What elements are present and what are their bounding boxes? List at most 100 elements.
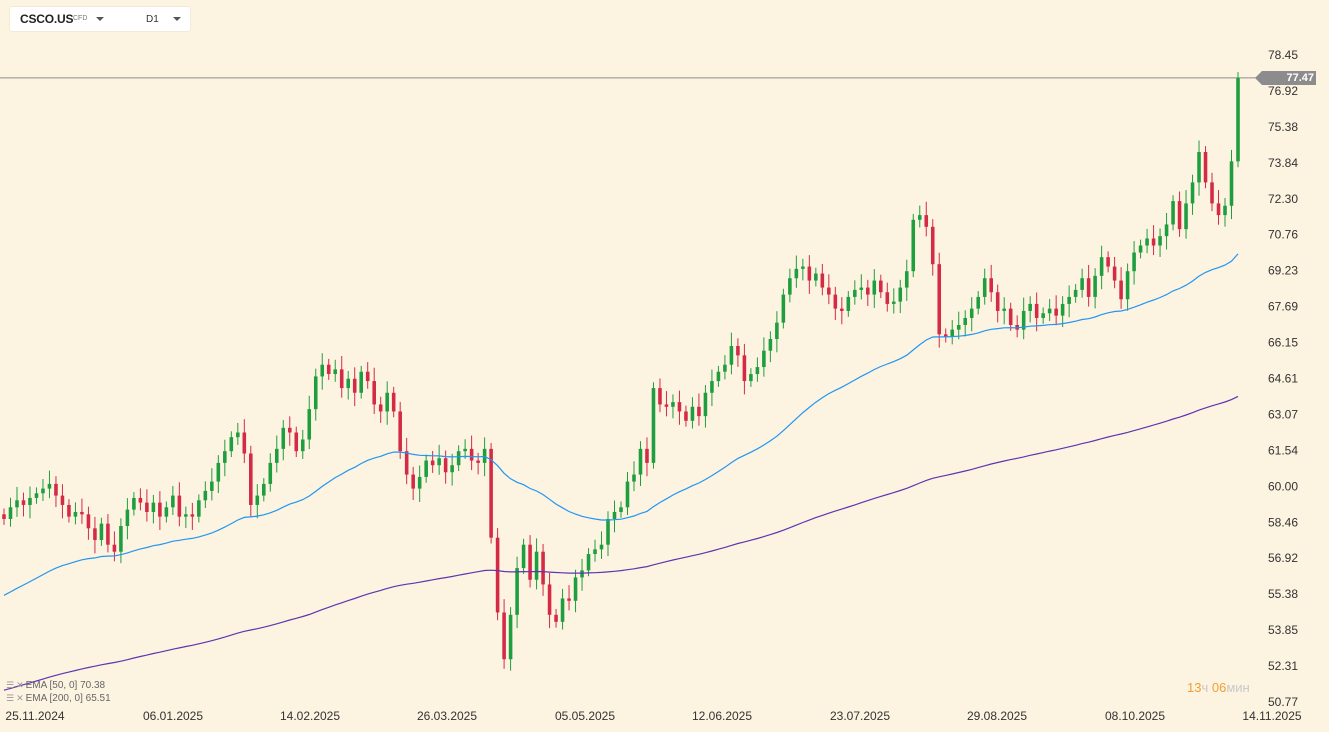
candle — [346, 371, 351, 400]
symbol-dropdown-icon[interactable] — [96, 17, 104, 21]
candle — [1184, 190, 1188, 239]
timer-minutes: 06 — [1211, 680, 1227, 695]
candle-body — [313, 376, 318, 410]
candle-body — [995, 292, 1000, 311]
candle — [950, 320, 955, 345]
candle-body — [950, 329, 955, 337]
candle-body — [346, 378, 351, 389]
candle — [1210, 172, 1214, 212]
candle — [1197, 140, 1201, 196]
close-icon[interactable]: ✕ — [16, 693, 24, 703]
candle — [80, 498, 84, 524]
y-tick-label: 61.54 — [1268, 443, 1298, 457]
candle — [1158, 228, 1162, 257]
symbol-selector[interactable]: CSCO.US CFD D1 — [10, 7, 190, 31]
candle-body — [814, 273, 818, 281]
candle-body — [710, 381, 714, 393]
indicator-ema-200[interactable]: ☰ ✕ EMA [200, 0] 65.51 — [6, 693, 111, 704]
candle — [1099, 245, 1104, 290]
timeframe-dropdown-icon[interactable] — [173, 17, 181, 21]
candle-body — [1158, 236, 1162, 246]
candle-body — [1034, 303, 1039, 318]
candle — [15, 486, 19, 517]
timeframe-label[interactable]: D1 — [146, 14, 159, 25]
candle — [781, 288, 786, 329]
candle-body — [197, 500, 201, 517]
candle — [1086, 264, 1091, 307]
candle — [489, 443, 493, 544]
candle-body — [606, 518, 610, 545]
candle — [768, 331, 773, 363]
candle-body — [1041, 313, 1045, 318]
candle-body — [742, 355, 747, 382]
candle — [138, 488, 143, 511]
candle — [495, 528, 500, 621]
y-tick-label: 67.69 — [1268, 300, 1298, 314]
candle-body — [190, 514, 195, 517]
candle-body — [21, 500, 26, 505]
candle — [982, 268, 987, 305]
candle — [34, 487, 39, 504]
settings-icon[interactable]: ☰ — [6, 680, 15, 690]
y-tick-label: 55.38 — [1268, 587, 1298, 601]
candle — [671, 394, 675, 419]
candle-body — [840, 308, 844, 311]
candle-body — [398, 411, 402, 452]
settings-icon[interactable]: ☰ — [6, 693, 15, 703]
candle-body — [859, 287, 864, 290]
candle-body — [437, 458, 441, 466]
candle-body — [697, 406, 701, 417]
close-icon[interactable]: ✕ — [16, 680, 24, 690]
candle — [898, 279, 903, 314]
candle — [372, 367, 376, 415]
y-tick-label: 73.84 — [1268, 156, 1298, 170]
candle — [443, 450, 448, 484]
candle-body — [924, 215, 929, 227]
candle — [106, 514, 110, 553]
candle-body — [794, 268, 799, 279]
candle — [404, 437, 409, 485]
candle — [171, 486, 175, 516]
y-axis: 78.45 76.92 75.38 73.84 72.30 70.76 69.23 67.69… — [1268, 48, 1298, 709]
indicator-ema-50[interactable]: ☰ ✕ EMA [50, 0] 70.38 — [6, 680, 105, 691]
candle — [1132, 241, 1136, 285]
candle — [788, 268, 792, 303]
candle — [1002, 297, 1006, 325]
candle — [859, 274, 864, 300]
candle — [203, 481, 208, 508]
candle — [1093, 268, 1097, 309]
candle — [1080, 268, 1084, 298]
candle — [1236, 72, 1240, 168]
candle — [651, 382, 656, 469]
candle-body — [989, 278, 993, 293]
candle-body — [73, 511, 78, 517]
candle — [917, 205, 922, 228]
candle — [274, 435, 279, 473]
candle — [846, 291, 851, 317]
candle — [1112, 256, 1117, 289]
candle-body — [28, 497, 32, 505]
y-tick-label: 66.15 — [1268, 336, 1298, 350]
candle-body — [749, 374, 753, 382]
candle — [73, 502, 78, 525]
candle-body — [502, 612, 506, 660]
candle — [963, 310, 968, 337]
candle-body — [307, 409, 312, 440]
candle — [729, 332, 734, 375]
candle — [1106, 251, 1110, 273]
candle-body — [1080, 278, 1084, 290]
candle — [1041, 307, 1045, 324]
candle — [541, 543, 545, 596]
candle — [437, 444, 441, 475]
candle — [67, 499, 71, 523]
candle — [762, 337, 766, 377]
candle-body — [359, 371, 363, 393]
candle — [430, 450, 435, 473]
candle — [8, 497, 13, 527]
candle-body — [112, 544, 117, 552]
candle — [508, 607, 513, 671]
candle-body — [450, 465, 454, 473]
candle-body — [119, 525, 123, 552]
candle-body — [547, 584, 552, 615]
